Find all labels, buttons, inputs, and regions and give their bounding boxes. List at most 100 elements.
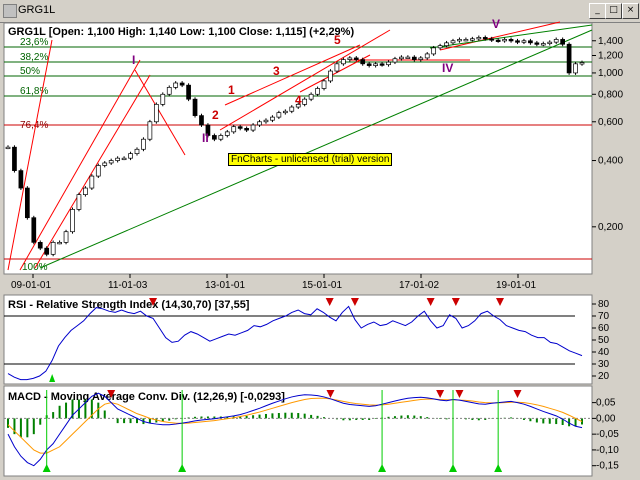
price-candle [508,39,514,42]
price-candle [521,40,527,43]
price-candle [366,63,372,66]
price-candle [141,138,146,150]
price-candle [373,63,378,66]
macd-sell-signal [326,390,335,398]
price-candle [540,43,546,46]
price-y-label: 1,200 [598,51,623,62]
trendline-red-5 [219,29,391,131]
wave-label-2: 2 [212,108,219,122]
rsi-y-label: 20 [598,371,610,382]
price-candle [218,135,224,140]
wave-labels: 1 2 3 4 5 I II IV V [132,17,500,145]
macd-header: MACD - Moving Average Conv. Div. (12,26,… [8,391,285,403]
price-candle [579,62,585,65]
wave-label-i: I [132,53,135,67]
price-candle [153,103,159,123]
price-candle [282,110,288,114]
price-candle [205,124,211,136]
price-candle [257,121,262,126]
trendline-red-1 [7,39,53,271]
price-header: GRG1L [Open: 1,100 High: 1,140 Low: 1,10… [8,26,354,38]
price-candle [386,61,391,66]
fib-label-38: 38,2% [20,52,48,63]
price-candle [186,84,191,100]
wave-label-iv: IV [442,61,453,75]
rsi-sell-signal [426,298,435,306]
wave-label-ii: II [202,131,209,145]
trendline-red-8 [439,21,561,51]
x-axis: 09-01-01 11-01-03 13-01-01 15-01-01 17-01-02… [11,274,536,291]
price-candle [482,37,488,40]
price-candle [431,47,437,55]
price-candle [263,119,269,123]
rsi-sell-signal [451,298,460,306]
rsi-buy-signal [49,374,56,382]
price-candle [457,39,462,42]
price-candle [24,187,30,219]
wave-label-v: V [492,17,500,31]
rsi-y-label: 50 [598,335,610,346]
maximize-button[interactable]: □ [605,3,622,19]
price-candle [424,53,430,59]
wave-label-4: 4 [295,93,302,107]
macd-signal-line [7,397,583,454]
macd-buy-signal [42,464,51,472]
rsi-y-label: 60 [598,323,610,334]
price-y-axis: 1,400 1,200 1,000 0,800 0,600 0,400 0,200 [592,36,623,233]
x-tick-label: 19-01-01 [496,280,536,291]
x-tick-label: 11-01-03 [108,280,148,291]
window-titlebar[interactable]: GRG1L _ □ × [0,0,640,23]
wave-label-1: 1 [228,83,235,97]
price-candle [192,98,198,116]
price-candle [5,146,11,150]
wave-label-3: 3 [273,64,280,78]
price-candle [83,187,88,195]
macd-buy-signal [494,464,503,472]
price-panel [3,22,593,275]
rsi-sell-signal [149,298,158,306]
price-y-label: 0,600 [598,117,623,128]
price-candle [147,121,153,140]
price-candle [315,88,320,95]
price-candle [276,112,282,118]
trend-lines [7,21,593,271]
price-candle [470,38,475,41]
price-candle [399,56,404,60]
price-candle [405,56,411,59]
price-candle [392,58,398,63]
trendline-red-2 [19,59,141,271]
macd-buy-signal [178,464,187,472]
close-button[interactable]: × [622,3,639,19]
rsi-sell-signal [496,298,504,306]
price-candle [341,59,346,65]
x-tick-label: 09-01-01 [11,280,51,291]
price-candle [37,242,43,249]
price-candle [418,57,424,60]
price-candle [270,116,275,121]
price-candle [115,157,120,161]
trendline-red-6 [224,44,361,106]
price-candle [173,82,179,88]
macd-y-label: -0,10 [596,445,619,456]
macd-series [4,390,592,472]
price-candle [547,41,553,44]
price-candle [360,59,366,65]
price-candle [18,170,24,189]
price-candle [70,209,75,233]
macd-buy-signal [449,464,458,472]
price-candle [31,217,37,243]
price-candle [379,63,385,66]
macd-y-label: -0,15 [596,461,619,472]
price-candle [560,39,566,45]
price-candle [102,162,108,166]
rsi-y-label: 70 [598,311,610,322]
macd-sell-signal [455,390,464,398]
price-y-label: 1,000 [598,68,623,79]
price-candle [179,82,185,86]
price-candle [128,153,133,159]
rsi-sell-signal [325,298,334,306]
fibonacci-levels: 23,6% 38,2% 50% 61,8% 76,4% 100% [4,37,592,273]
macd-y-axis: 0,05 0,00 -0,05 -0,10 -0,15 [592,398,619,472]
